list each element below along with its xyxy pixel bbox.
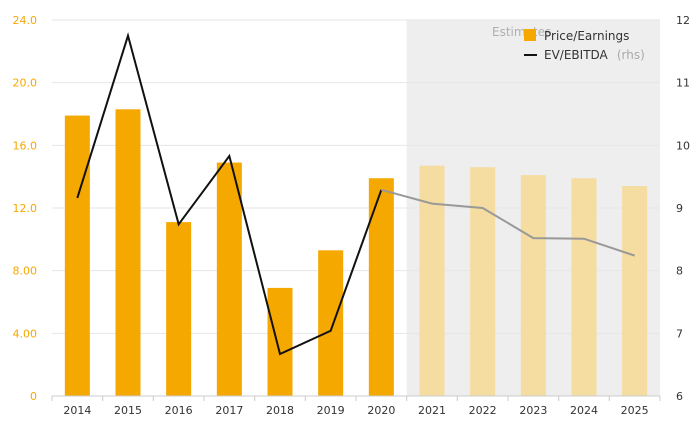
x-tick-label-2015: 2015 <box>114 404 142 417</box>
bar-price-earnings-2024 <box>571 178 597 396</box>
x-tick-label-2016: 2016 <box>165 404 193 417</box>
bar-price-earnings-2023 <box>520 175 546 396</box>
estimates-label: Estimates <box>492 25 551 39</box>
x-tick-label-2018: 2018 <box>266 404 294 417</box>
y-right-tick-label: 7 <box>676 327 683 340</box>
y-left-tick-label: 0 <box>30 390 37 403</box>
bar-price-earnings-2022 <box>470 167 496 396</box>
y-left-tick-label: 24.0 <box>13 14 38 27</box>
legend-label-ev-ebitda: EV/EBITDA (rhs) <box>544 44 645 63</box>
bar-price-earnings-2014 <box>64 115 90 397</box>
y-right-tick-label: 6 <box>676 390 683 403</box>
bar-price-earnings-2018 <box>267 287 293 396</box>
legend: Price/Earnings EV/EBITDA (rhs) <box>524 29 645 63</box>
bar-price-earnings-2017 <box>216 162 242 396</box>
y-right-tick-label: 11 <box>676 77 690 90</box>
y-left-tick-label: 8.00 <box>13 265 38 278</box>
x-tick-label-2023: 2023 <box>519 404 547 417</box>
y-axis-right: 6 7 8 9 10 11 12 <box>676 14 690 403</box>
x-tick-label-2019: 2019 <box>317 404 345 417</box>
x-tick-label-2022: 2022 <box>469 404 497 417</box>
bar-price-earnings-2015 <box>115 109 141 397</box>
y-left-tick-label: 20.0 <box>13 77 38 90</box>
y-right-tick-label: 10 <box>676 139 690 152</box>
line-ev-ebitda-actual <box>76 32 383 356</box>
bar-price-earnings-2025 <box>622 186 648 396</box>
x-tick-label-2025: 2025 <box>621 404 649 417</box>
x-tick-label-2020: 2020 <box>367 404 395 417</box>
y-left-tick-label: 16.0 <box>13 139 38 152</box>
bar-price-earnings-2016 <box>166 222 192 396</box>
x-tick-label-2014: 2014 <box>63 404 91 417</box>
bar-price-earnings-2019 <box>318 250 344 396</box>
y-right-tick-label: 8 <box>676 265 683 278</box>
bars <box>52 109 660 397</box>
bar-price-earnings-2020 <box>368 178 394 396</box>
legend-label-ev-ebitda-note: (rhs) <box>617 48 645 62</box>
line-ev-ebitda-estimate <box>381 188 635 257</box>
y-axis-left: 0 4.00 8.00 12.0 16.0 20.0 24.0 <box>13 14 38 403</box>
y-left-tick-label: 4.00 <box>13 327 38 340</box>
x-tick-label-2017: 2017 <box>215 404 243 417</box>
gridlines <box>52 19 660 334</box>
x-axis: 2014 2015 2016 2017 2018 2019 2020 2021 2022 2023… <box>51 396 661 417</box>
legend-label-price-earnings: Price/Earnings <box>544 29 629 43</box>
y-left-tick-label: 12.0 <box>13 202 38 215</box>
legend-swatch-price-earnings <box>524 29 536 41</box>
x-tick-label-2021: 2021 <box>418 404 446 417</box>
x-tick-label-2024: 2024 <box>570 404 598 417</box>
legend-label-ev-ebitda-name: EV/EBITDA <box>544 48 609 62</box>
lines <box>76 32 635 356</box>
y-right-tick-label: 12 <box>676 14 690 27</box>
y-right-tick-label: 9 <box>676 202 683 215</box>
